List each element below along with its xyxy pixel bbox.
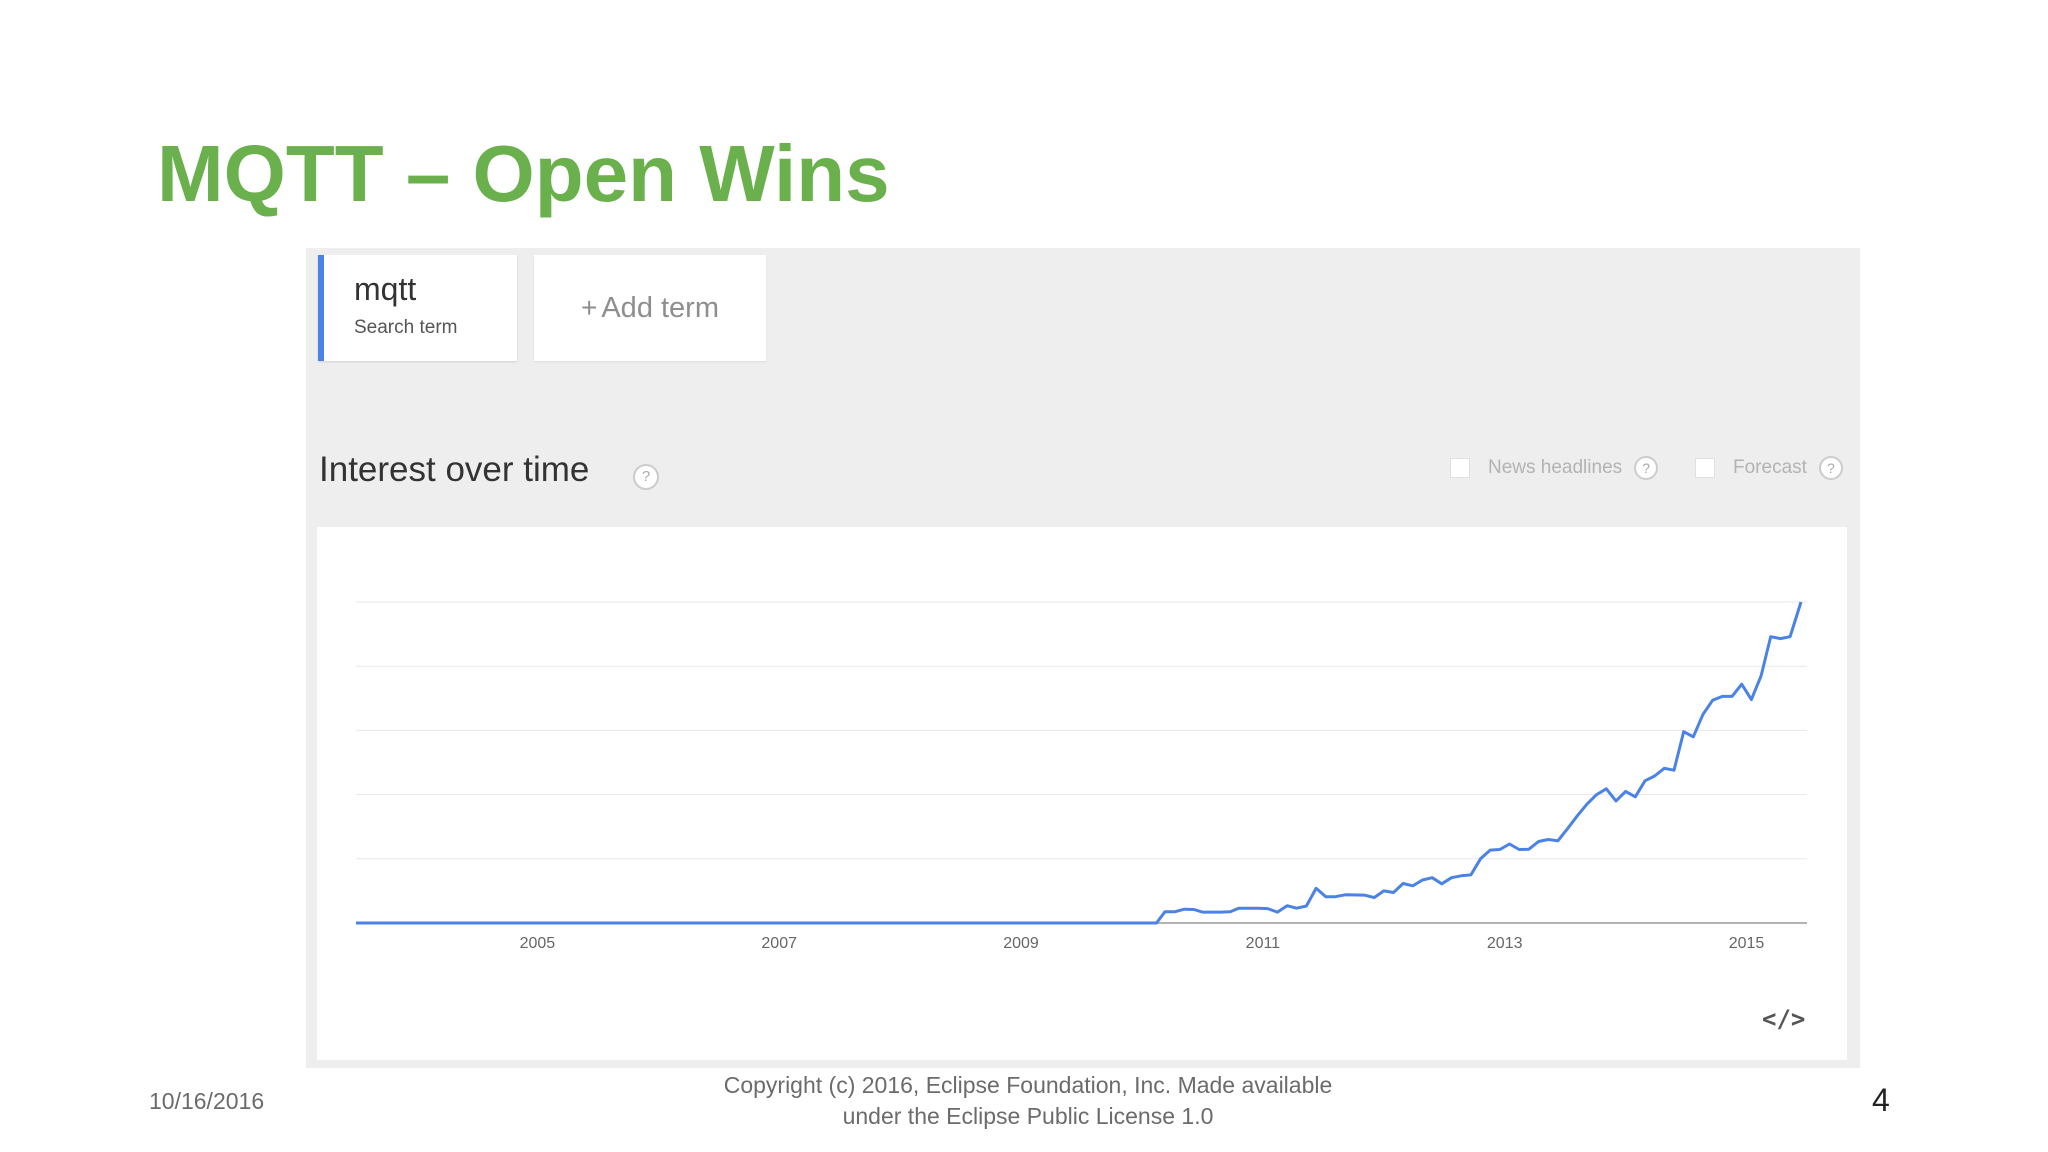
x-tick-label: 2013 [1487,935,1523,952]
google-trends-panel: mqtt Search term + Add term Interest ove… [306,248,1860,1068]
interest-over-time-chart: 2005 2007 2009 2011 2013 2015 [317,527,1847,1060]
forecast-help-icon[interactable]: ? [1819,456,1843,480]
news-headlines-checkbox[interactable] [1450,458,1470,478]
search-term-subtitle: Search term [354,317,457,339]
series-line-0[interactable] [356,602,1801,923]
news-headlines-help-icon[interactable]: ? [1634,456,1658,480]
copyright-line-2: under the Eclipse Public License 1.0 [620,1101,1436,1132]
x-tick-label: 2005 [520,935,556,952]
news-headlines-option: News headlines ? [1450,456,1658,480]
news-headlines-label: News headlines [1488,457,1622,479]
add-term-label: Add term [601,292,719,325]
search-term-card[interactable]: mqtt Search term [318,255,517,361]
search-term-name: mqtt [354,271,416,308]
x-tick-label: 2007 [761,935,797,952]
x-tick-label: 2015 [1729,935,1765,952]
forecast-checkbox[interactable] [1695,458,1715,478]
chart-card: 2005 2007 2009 2011 2013 2015 </> [317,527,1847,1060]
x-tick-label: 2011 [1246,935,1281,952]
plus-icon: + [581,292,597,324]
x-tick-label: 2009 [1003,935,1039,952]
embed-code-icon[interactable]: </> [1762,1005,1805,1033]
slide-date: 10/16/2016 [149,1088,264,1115]
page-number: 4 [1872,1082,1890,1119]
help-icon[interactable]: ? [633,464,659,490]
forecast-label: Forecast [1733,457,1807,479]
forecast-option: Forecast ? [1695,456,1843,480]
slide-title: MQTT – Open Wins [157,128,890,220]
interest-over-time-title: Interest over time [319,450,589,490]
add-term-button[interactable]: + Add term [534,255,766,361]
slide-copyright: Copyright (c) 2016, Eclipse Foundation, … [620,1070,1436,1132]
copyright-line-1: Copyright (c) 2016, Eclipse Foundation, … [620,1070,1436,1101]
